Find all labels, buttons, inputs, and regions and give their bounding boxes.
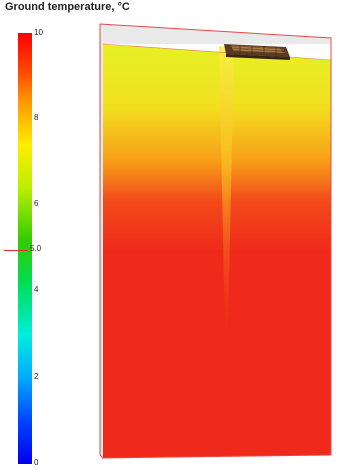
threshold-marker-line <box>4 250 28 251</box>
tick-2: 2 <box>34 372 39 381</box>
block-front-edge <box>102 43 332 61</box>
temperature-surface <box>103 44 331 458</box>
threshold-marker-label: 5.0 <box>30 244 42 253</box>
block-top-face <box>100 24 330 44</box>
tick-4: 4 <box>34 285 39 294</box>
heat-plume <box>219 46 234 330</box>
tick-6: 6 <box>34 199 39 208</box>
block-side-face <box>100 24 103 460</box>
heat-source-object <box>224 44 290 60</box>
tick-10: 10 <box>34 28 43 37</box>
tick-8: 8 <box>34 113 39 122</box>
tick-0: 0 <box>34 458 39 467</box>
temperature-color-scale <box>18 33 32 464</box>
legend-title: Ground temperature, °C <box>5 1 130 13</box>
block-outline <box>99 23 332 459</box>
